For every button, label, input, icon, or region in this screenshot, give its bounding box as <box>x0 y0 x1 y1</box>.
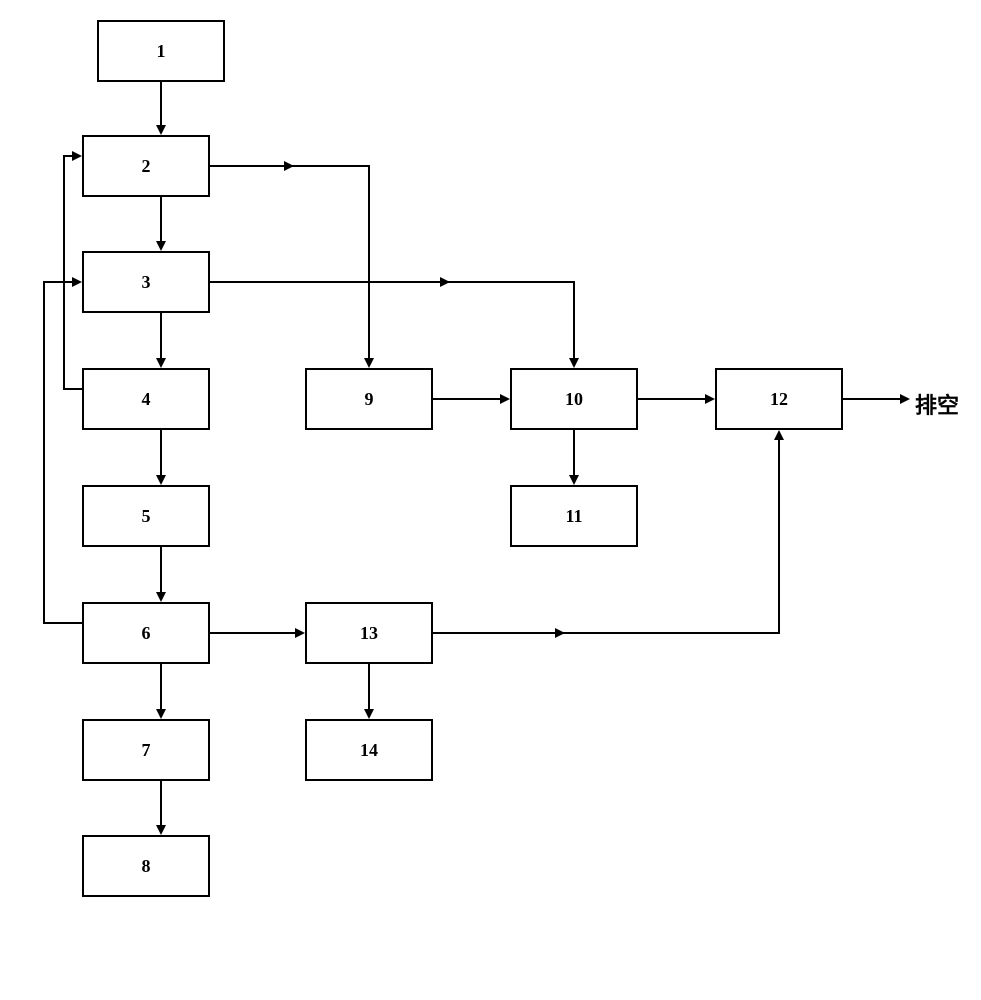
arrow-2-3 <box>156 241 166 251</box>
edge-3-10-h <box>210 281 574 283</box>
arrow-7-8 <box>156 825 166 835</box>
edge-9-10 <box>433 398 500 400</box>
arrow-4-2 <box>72 151 82 161</box>
arrow-1-2 <box>156 125 166 135</box>
edge-12-out <box>843 398 900 400</box>
node-6-label: 6 <box>142 623 151 644</box>
node-6: 6 <box>82 602 210 664</box>
arrow-2-9 <box>364 358 374 368</box>
node-14-label: 14 <box>360 740 378 761</box>
node-10: 10 <box>510 368 638 430</box>
edge-7-8 <box>160 781 162 825</box>
arrow-13-14 <box>364 709 374 719</box>
arrow-3-10 <box>569 358 579 368</box>
node-10-label: 10 <box>565 389 583 410</box>
output-label: 排空 <box>915 388 959 420</box>
edge-2-3 <box>160 197 162 241</box>
arrow-9-10 <box>500 394 510 404</box>
arrow-10-11 <box>569 475 579 485</box>
arrow-2-9-mid <box>284 161 294 171</box>
node-11: 11 <box>510 485 638 547</box>
node-9: 9 <box>305 368 433 430</box>
node-9-label: 9 <box>365 389 374 410</box>
node-2-label: 2 <box>142 156 151 177</box>
node-3: 3 <box>82 251 210 313</box>
edge-5-6 <box>160 547 162 592</box>
node-8-label: 8 <box>142 856 151 877</box>
edge-1-2 <box>160 82 162 125</box>
node-5-label: 5 <box>142 506 151 527</box>
arrow-4-5 <box>156 475 166 485</box>
edge-6-3-h2 <box>43 281 72 283</box>
node-12: 12 <box>715 368 843 430</box>
node-8: 8 <box>82 835 210 897</box>
node-13: 13 <box>305 602 433 664</box>
node-5: 5 <box>82 485 210 547</box>
node-7: 7 <box>82 719 210 781</box>
node-1: 1 <box>97 20 225 82</box>
arrow-6-13 <box>295 628 305 638</box>
edge-6-13 <box>210 632 295 634</box>
edge-4-5 <box>160 430 162 475</box>
node-1-label: 1 <box>157 41 166 62</box>
edge-13-14 <box>368 664 370 709</box>
edge-6-3-h1 <box>43 622 82 624</box>
arrow-12-out <box>900 394 910 404</box>
edge-10-11 <box>573 430 575 475</box>
node-2: 2 <box>82 135 210 197</box>
node-12-label: 12 <box>770 389 788 410</box>
arrow-13-12 <box>774 430 784 440</box>
node-3-label: 3 <box>142 272 151 293</box>
node-7-label: 7 <box>142 740 151 761</box>
edge-3-4 <box>160 313 162 358</box>
edge-6-7 <box>160 664 162 709</box>
edge-3-10-v <box>573 281 575 360</box>
node-14: 14 <box>305 719 433 781</box>
arrow-6-3 <box>72 277 82 287</box>
node-4: 4 <box>82 368 210 430</box>
edge-4-2-h2 <box>63 155 72 157</box>
edge-4-2-h1 <box>63 388 82 390</box>
edge-2-9-v <box>368 165 370 360</box>
edge-4-2-v <box>63 155 65 390</box>
arrow-10-12 <box>705 394 715 404</box>
node-4-label: 4 <box>142 389 151 410</box>
node-11-label: 11 <box>565 506 582 527</box>
arrow-3-4 <box>156 358 166 368</box>
edge-13-12-v <box>778 440 780 634</box>
arrow-3-10-mid <box>440 277 450 287</box>
edge-10-12 <box>638 398 705 400</box>
arrow-5-6 <box>156 592 166 602</box>
edge-13-12-h <box>433 632 780 634</box>
edge-6-3-v <box>43 281 45 624</box>
arrow-13-12-mid <box>555 628 565 638</box>
node-13-label: 13 <box>360 623 378 644</box>
arrow-6-7 <box>156 709 166 719</box>
